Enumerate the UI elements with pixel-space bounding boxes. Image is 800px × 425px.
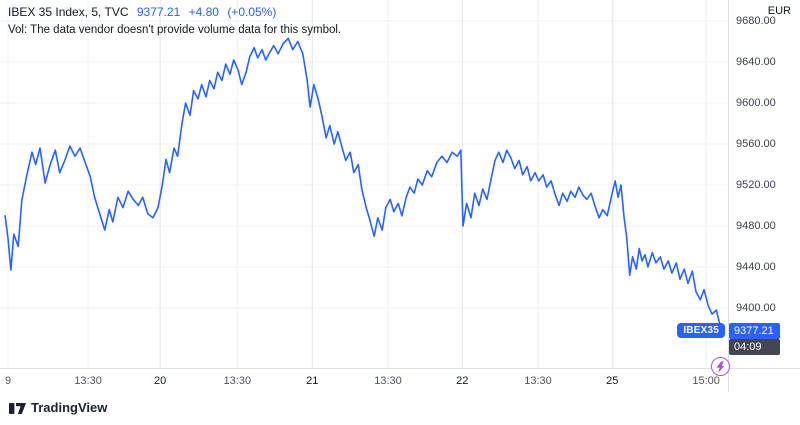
price-change-value: +4.80 [188,5,219,19]
chart-legend: IBEX 35 Index, 5, TVC 9377.21 +4.80 (+0.… [8,5,341,36]
price-axis-label: 9680.00 [736,15,776,27]
time-axis-label: 21 [306,375,319,387]
price-line [4,37,724,333]
time-axis-label: 20 [154,375,167,387]
lightning-icon [716,361,725,373]
price-axis-label: 9600.00 [736,97,776,109]
time-axis-label: 22 [456,375,469,387]
last-price-value: 9377.21 [136,5,181,19]
price-axis-labels: 9680.00 9640.00 9600.00 9560.00 9520.00 9480.… [729,0,800,392]
time-axis-label: 9 [4,375,12,387]
time-axis[interactable]: 9 13:30 20 13:30 21 13:30 22 13:30 25 15:00 [0,368,800,393]
time-axis-label: 13:30 [524,375,552,387]
price-axis-label: 9520.00 [736,179,776,191]
price-axis-label: 9480.00 [736,220,776,232]
time-axis-labels: 9 13:30 20 13:30 21 13:30 22 13:30 25 15:00 [0,369,728,393]
bar-countdown-badge: 04:09 [729,339,780,356]
price-axis-label: 9560.00 [736,138,776,150]
price-axis-label: 9400.00 [736,302,776,314]
tradingview-logo-icon [9,403,26,414]
volume-note: Vol: The data vendor doesn't provide vol… [8,24,342,36]
time-axis-label: 13:30 [374,375,402,387]
time-axis-label: 13:30 [74,375,102,387]
legend-row: IBEX 35 Index, 5, TVC 9377.21 +4.80 (+0.… [8,5,341,19]
time-axis-label: 25 [606,375,619,387]
symbol-price-line-label: IBEX35 [677,323,725,339]
time-axis-label: 13:30 [223,375,252,387]
brand-text: TradingView [31,400,108,415]
instant-trading-button[interactable] [711,357,730,377]
price-chart[interactable] [0,0,728,368]
last-price-badge[interactable]: 9377.21 [729,323,780,340]
symbol-title[interactable]: IBEX 35 Index, 5, TVC [8,5,129,19]
tradingview-brand[interactable]: TradingView [9,400,107,415]
currency-label: EUR [767,5,791,17]
price-change-percent: (+0.05%) [227,5,277,19]
price-axis-label: 9640.00 [736,56,776,68]
price-axis-label: 9440.00 [736,261,776,273]
price-axis[interactable]: EUR 9680.00 9640.00 9600.00 9560.00 9520.00 9… [728,0,800,392]
time-axis-label: 15:00 [692,375,720,387]
